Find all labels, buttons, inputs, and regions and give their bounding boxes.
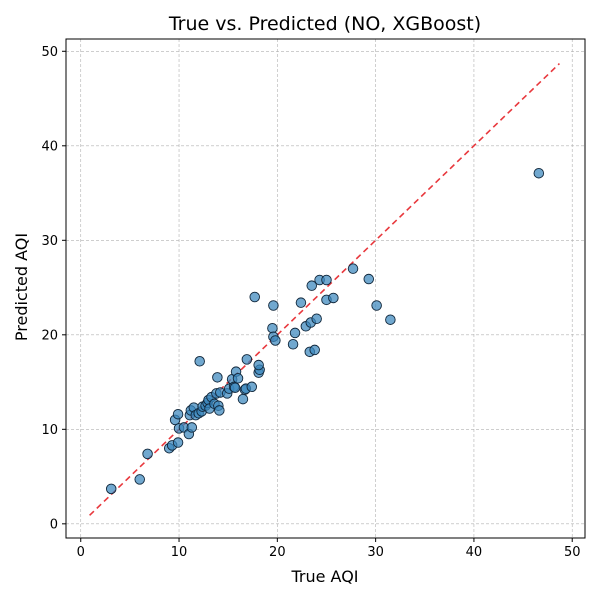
x-axis-ticks: 0 10 20 30 40 50	[77, 538, 581, 560]
y-tick-label: 30	[41, 234, 58, 249]
data-point	[253, 359, 264, 371]
data-point	[289, 327, 301, 339]
y-tick-label: 0	[50, 517, 58, 532]
data-point	[241, 354, 253, 365]
x-axis-label: True AQI	[290, 567, 358, 586]
data-point	[212, 372, 223, 383]
x-tick-label: 0	[77, 545, 85, 560]
data-point	[328, 292, 339, 304]
data-point	[237, 393, 249, 405]
data-point	[142, 448, 153, 460]
data-point	[232, 373, 244, 384]
data-point	[172, 408, 184, 420]
data-point	[214, 405, 225, 416]
x-tick-label: 40	[466, 545, 483, 560]
data-point	[321, 274, 332, 286]
data-point	[306, 280, 317, 291]
y-tick-label: 10	[41, 423, 58, 438]
reference-line	[89, 62, 560, 516]
y-tick-label: 50	[41, 45, 58, 60]
data-point	[172, 437, 184, 448]
data-point	[309, 344, 320, 356]
data-point	[533, 167, 545, 179]
data-point	[229, 382, 241, 393]
data-point	[186, 422, 198, 433]
y-axis-ticks: 0 10 20 30 40 50	[41, 45, 66, 532]
chart-title: True vs. Predicted (NO, XGBoost)	[168, 13, 481, 35]
x-tick-label: 30	[367, 545, 384, 560]
data-point	[194, 356, 205, 367]
data-point	[246, 381, 258, 393]
x-tick-label: 20	[269, 545, 286, 560]
data-point	[134, 474, 145, 485]
reference-line-layer	[89, 62, 560, 516]
y-tick-label: 40	[41, 139, 58, 154]
data-point	[385, 314, 396, 325]
x-tick-label: 10	[171, 545, 188, 560]
grid	[66, 39, 585, 538]
data-point	[268, 300, 279, 311]
data-point	[287, 339, 299, 350]
data-point	[249, 291, 260, 303]
data-point	[371, 300, 382, 311]
x-tick-label: 50	[564, 545, 581, 560]
y-tick-label: 20	[41, 328, 58, 343]
y-axis-label: Predicted AQI	[12, 233, 31, 341]
data-points	[105, 167, 545, 495]
data-point	[295, 297, 307, 308]
data-point	[347, 263, 359, 274]
data-point	[363, 273, 375, 285]
data-point	[311, 313, 322, 324]
data-point	[270, 335, 281, 346]
data-point	[105, 483, 117, 495]
plot-frame	[65, 38, 586, 539]
